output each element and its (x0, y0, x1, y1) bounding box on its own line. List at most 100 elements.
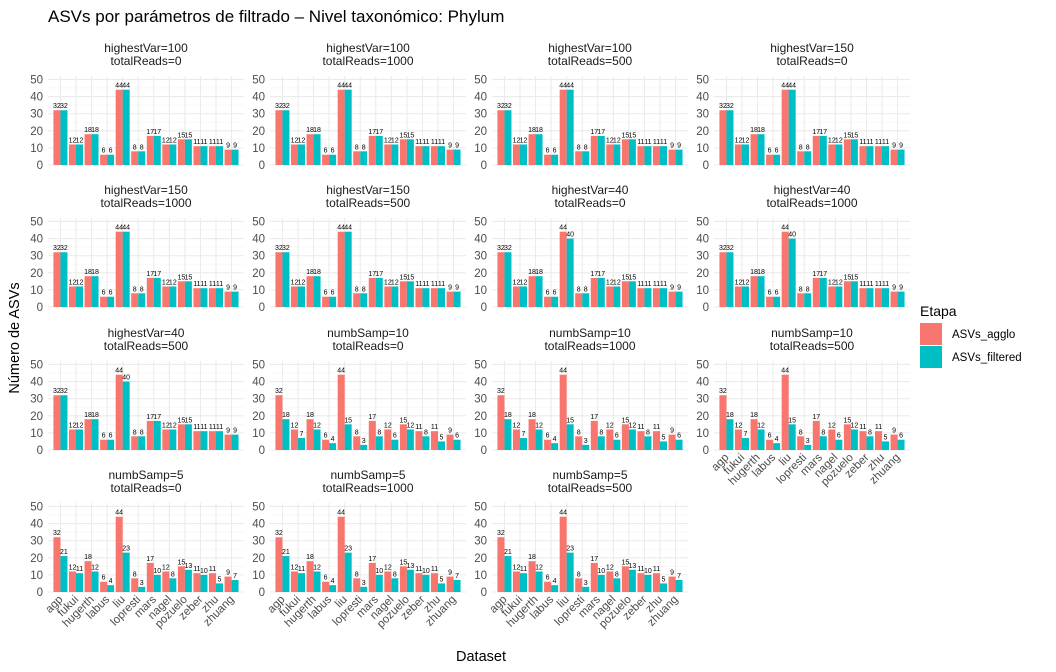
bar-label-agglo: 11 (875, 281, 882, 288)
bar-filtered (675, 149, 683, 165)
bar-filtered (628, 139, 636, 165)
bar-label-agglo: 8 (799, 144, 803, 151)
bar-label-agglo: 44 (115, 83, 123, 90)
y-tick-label: 20 (474, 126, 487, 138)
y-tick-label: 10 (30, 570, 43, 582)
bar-label-filtered: 12 (169, 422, 177, 429)
bar-agglo (275, 252, 283, 307)
bar-agglo (322, 154, 330, 165)
bar-filtered (819, 277, 827, 307)
bar-label-filtered: 9 (899, 143, 903, 150)
bar-label-filtered: 6 (393, 433, 397, 440)
bar-label-agglo: 12 (69, 279, 77, 286)
bar-label-agglo: 8 (355, 429, 359, 436)
bar-agglo (100, 439, 108, 450)
bar-agglo (69, 571, 76, 592)
bar-agglo (859, 431, 867, 450)
bar-label-agglo: 9 (670, 143, 674, 150)
bar-agglo (415, 573, 423, 592)
bar-filtered (613, 144, 621, 165)
bar-label-agglo: 18 (750, 127, 758, 134)
bar-filtered (200, 146, 208, 165)
bar-label-filtered: 10 (200, 568, 208, 575)
panel-strip-label-2: totalReads=0 (776, 54, 847, 68)
bar-filtered (184, 569, 192, 592)
bar-label-filtered: 15 (406, 274, 414, 281)
bar-label-filtered: 6 (109, 148, 113, 155)
bar-filtered (231, 580, 239, 592)
bar-filtered (551, 154, 559, 165)
bar-label-agglo: 44 (115, 225, 123, 232)
bar-label-agglo: 18 (528, 412, 536, 419)
bar-agglo (668, 291, 676, 307)
y-tick-label: 30 (474, 109, 487, 121)
bar-filtered (504, 252, 512, 307)
bar-agglo (859, 288, 867, 307)
bar-agglo (750, 276, 758, 307)
bar-agglo (384, 144, 392, 165)
legend-entry-label: ASVs_agglo (952, 329, 1015, 341)
bar-label-agglo: 12 (606, 137, 614, 144)
bar-agglo (890, 291, 898, 307)
bar-agglo (115, 89, 123, 165)
bar-label-filtered: 3 (362, 438, 366, 445)
bar-label-agglo: 11 (431, 424, 438, 431)
bar-label-agglo: 11 (859, 139, 866, 146)
bar-filtered (169, 286, 177, 307)
bar-agglo (177, 139, 185, 165)
bar-label-agglo: 18 (306, 127, 314, 134)
bar-filtered (60, 556, 68, 592)
bar-filtered (216, 431, 223, 450)
bar-filtered (76, 429, 83, 450)
bar-filtered (76, 144, 83, 165)
bar-label-filtered: 15 (850, 274, 858, 281)
bar-agglo (781, 374, 789, 450)
bar-agglo (497, 395, 505, 450)
bar-label-agglo: 11 (637, 281, 644, 288)
bar-label-agglo: 32 (497, 388, 505, 395)
bar-agglo (797, 151, 805, 165)
bar-label-agglo: 12 (513, 279, 521, 286)
bar-filtered (422, 574, 430, 592)
y-tick-label: 0 (259, 160, 265, 172)
bar-agglo (193, 288, 201, 307)
bar-agglo (828, 429, 836, 450)
bar-agglo (209, 146, 216, 165)
bar-label-filtered: 11 (422, 139, 429, 146)
bar-agglo (353, 293, 361, 307)
bar-label-agglo: 11 (193, 281, 200, 288)
bar-filtered (566, 552, 574, 592)
bar-label-agglo: 17 (368, 271, 376, 278)
y-tick-label: 10 (474, 285, 487, 297)
bar-label-agglo: 6 (324, 433, 328, 440)
bar-label-filtered: 9 (455, 285, 459, 292)
bar-filtered (535, 134, 543, 165)
bar-agglo (653, 146, 660, 165)
bar-label-filtered: 6 (677, 433, 681, 440)
bar-filtered (726, 252, 734, 307)
bar-filtered (742, 438, 749, 450)
bar-label-agglo: 32 (53, 388, 61, 395)
y-tick-label: 0 (481, 587, 487, 599)
bar-label-filtered: 11 (298, 566, 305, 573)
bar-agglo (209, 431, 216, 450)
bar-filtered (675, 580, 683, 592)
bar-agglo (162, 429, 170, 450)
bar-label-agglo: 18 (84, 412, 92, 419)
bar-agglo (875, 146, 882, 165)
bar-label-filtered: 8 (377, 429, 381, 436)
bar-agglo (559, 231, 567, 307)
bar-label-filtered: 12 (169, 137, 177, 144)
bar-filtered (91, 276, 99, 307)
bar-agglo (750, 419, 758, 450)
bar-agglo (177, 566, 185, 592)
bar-label-filtered: 18 (282, 412, 290, 419)
y-tick-label: 20 (30, 126, 43, 138)
bar-agglo (606, 571, 614, 592)
bar-agglo (621, 139, 629, 165)
bar-label-agglo: 9 (448, 428, 452, 435)
bar-label-filtered: 21 (60, 549, 68, 556)
